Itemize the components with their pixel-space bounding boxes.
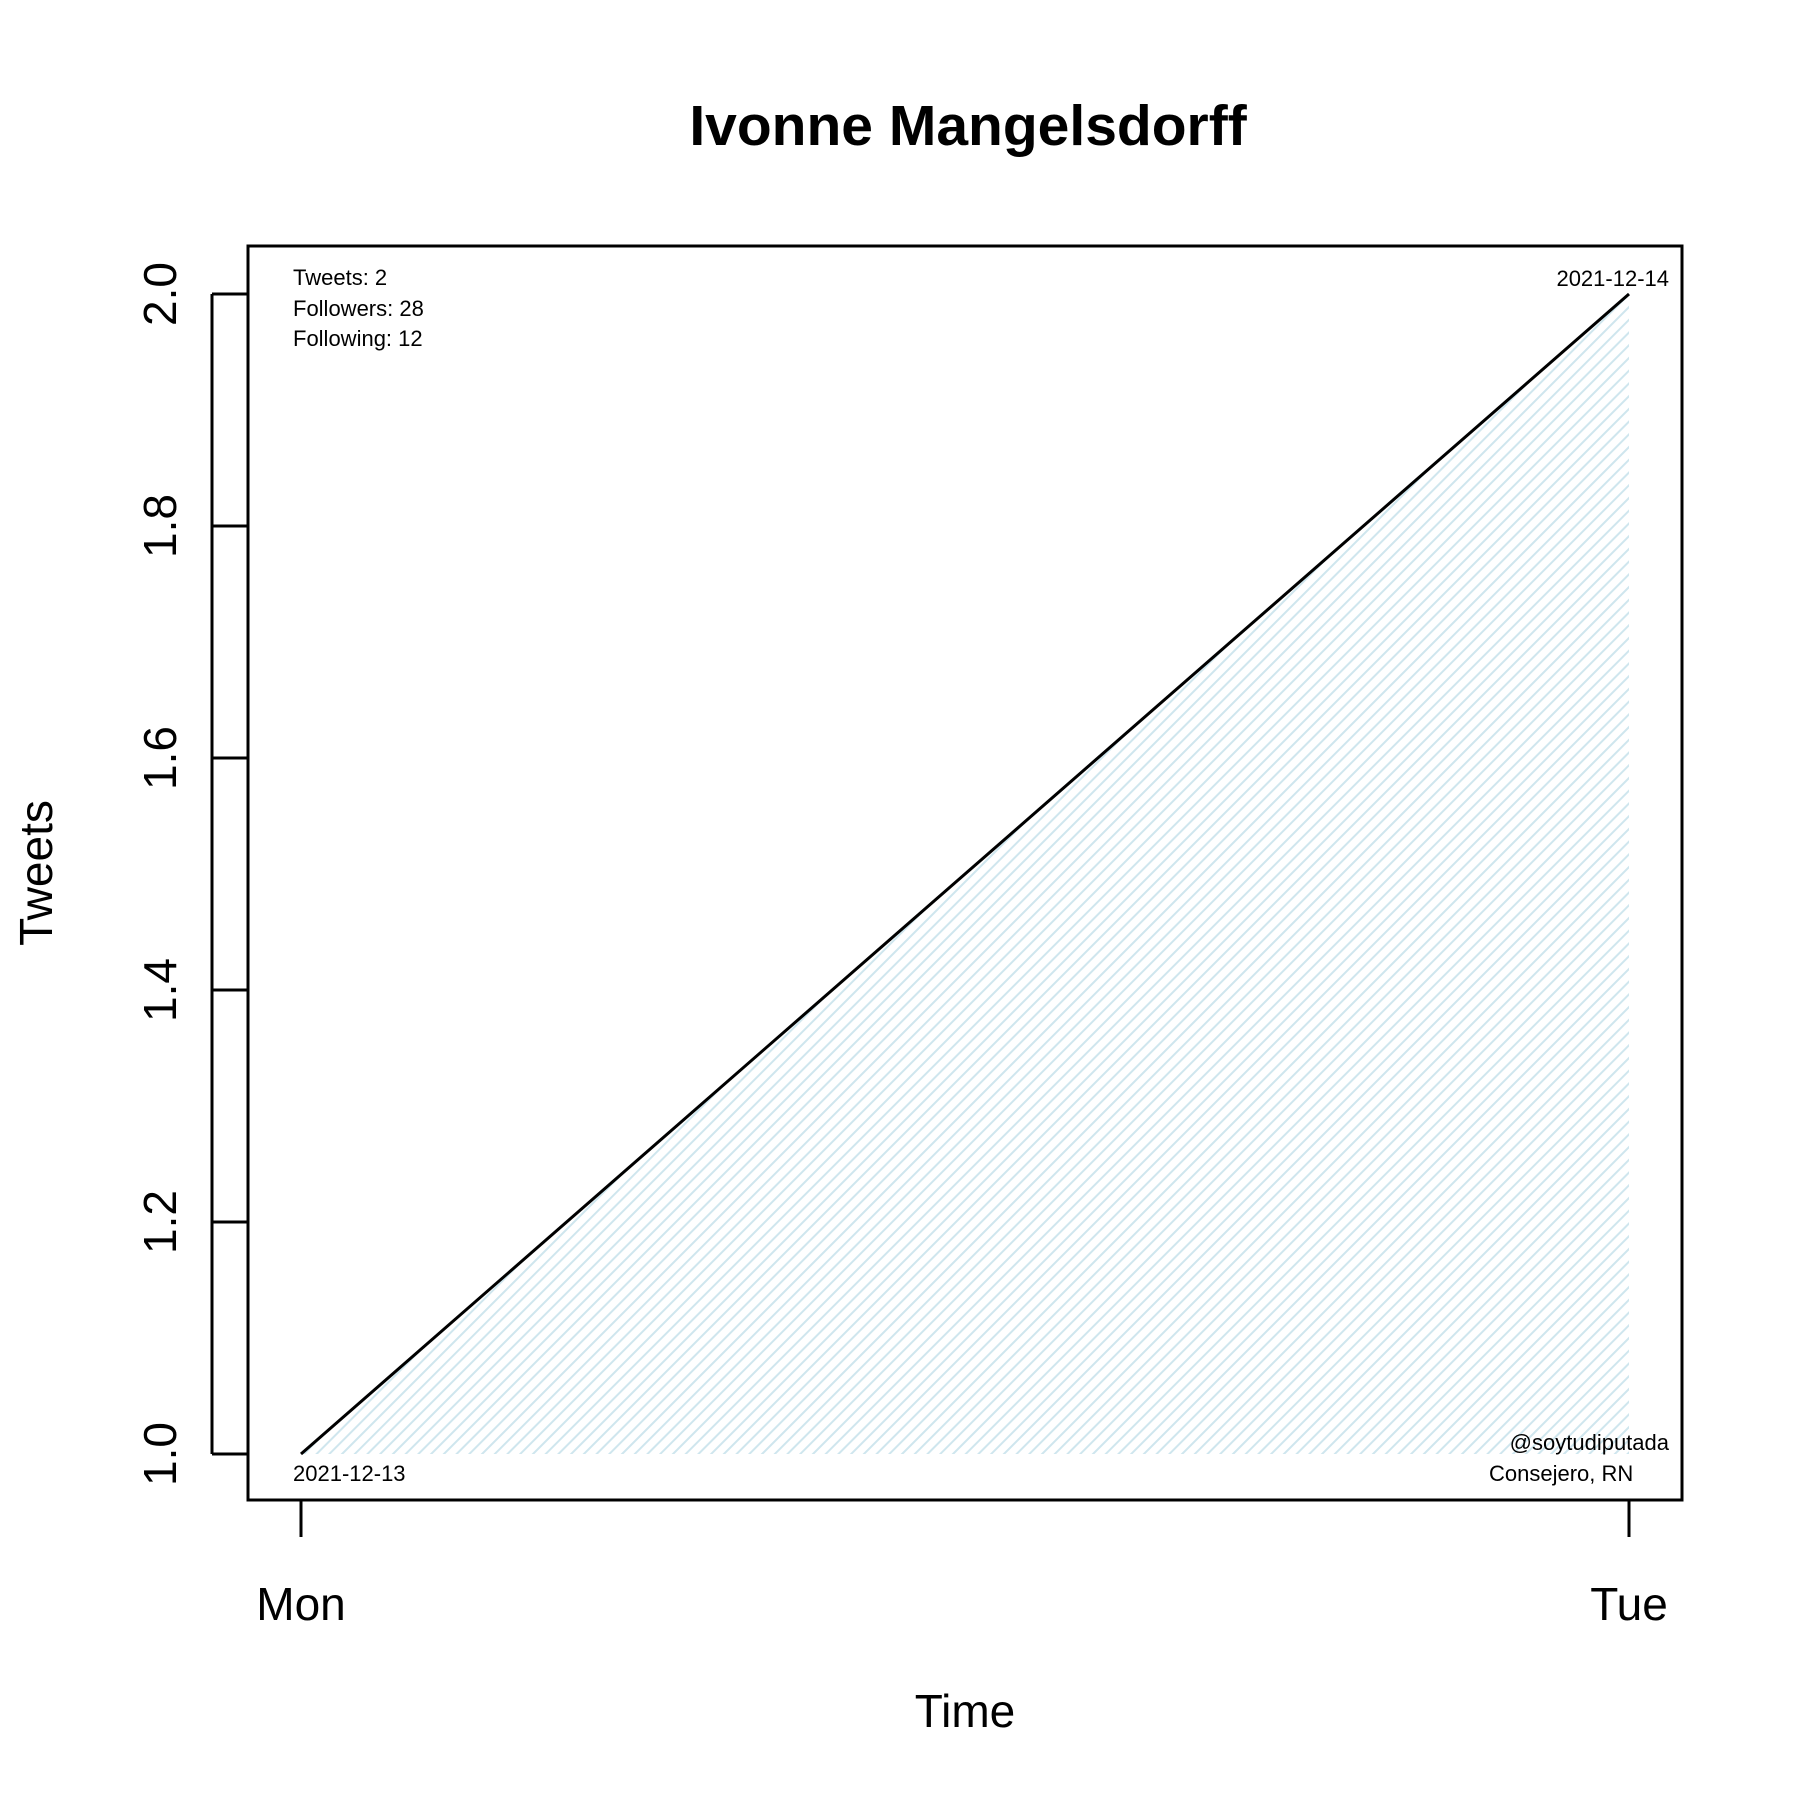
x-tick-label: Mon <box>256 1578 345 1630</box>
y-tick-label: 1.8 <box>134 494 186 558</box>
y-axis-label: Tweets <box>10 800 62 946</box>
x-tick-label: Tue <box>1590 1578 1668 1630</box>
y-tick-label: 1.0 <box>134 1422 186 1486</box>
plot-area <box>300 292 1630 1456</box>
account-role: Consejero, RN <box>1489 1461 1633 1486</box>
y-tick-label: 1.2 <box>134 1190 186 1254</box>
stat-tweets: Tweets: 2 <box>293 265 387 290</box>
stat-following: Following: 12 <box>293 326 423 351</box>
plot-frame <box>246 244 1684 1502</box>
y-tick-label: 2.0 <box>134 262 186 326</box>
end-date-label: 2021-12-14 <box>1556 266 1669 291</box>
stat-followers: Followers: 28 <box>293 296 424 321</box>
start-date-label: 2021-12-13 <box>293 1461 406 1486</box>
y-tick-label: 1.6 <box>134 726 186 790</box>
x-axis-label: Time <box>915 1685 1016 1737</box>
series-line <box>300 292 1630 1456</box>
x-axis: Mon Tue <box>256 1500 1668 1630</box>
chart-title: Ivonne Mangelsdorff <box>689 94 1247 158</box>
account-handle: @soytudiputada <box>1510 1430 1670 1455</box>
y-axis: 1.0 1.2 1.4 1.6 1.8 2.0 <box>134 262 248 1486</box>
y-tick-label: 1.4 <box>134 958 186 1022</box>
